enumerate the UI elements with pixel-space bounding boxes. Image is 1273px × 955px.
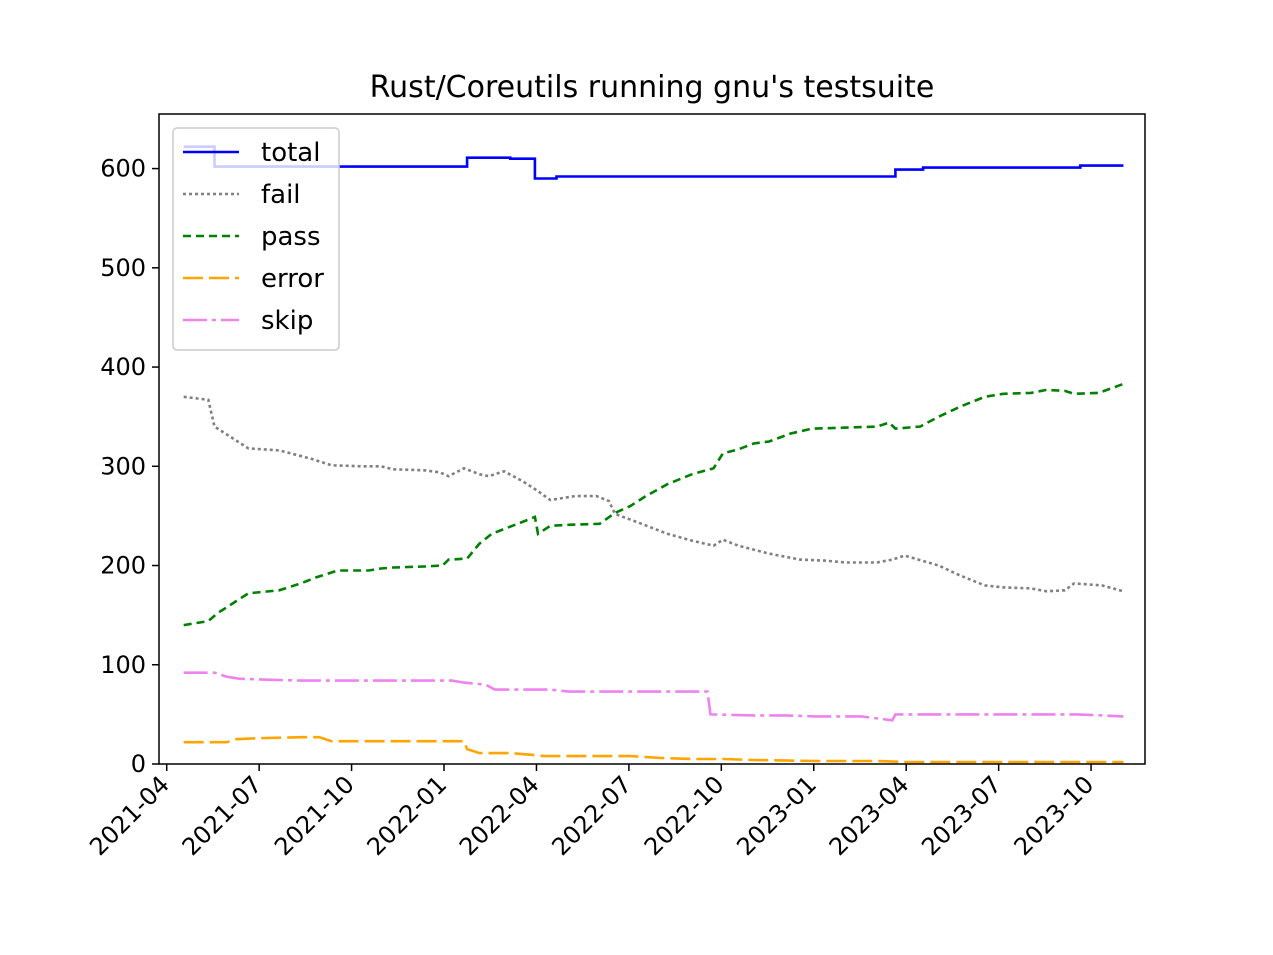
y-tick-label: 0 xyxy=(131,750,146,778)
axes-frame xyxy=(158,113,1146,765)
chart-title: Rust/Coreutils running gnu's testsuite xyxy=(370,70,935,105)
y-tick-label: 600 xyxy=(100,155,146,183)
legend: total fail pass error skip xyxy=(172,127,340,351)
plot-area xyxy=(183,145,1124,764)
y-tick-label: 400 xyxy=(100,353,146,381)
y-tick-label: 300 xyxy=(100,452,146,480)
series-line-total xyxy=(183,145,1124,180)
legend-label-pass: pass xyxy=(261,222,321,252)
legend-label-skip: skip xyxy=(261,306,313,336)
legend-box xyxy=(172,127,340,351)
series-line-error xyxy=(183,735,1124,764)
y-tick-label: 200 xyxy=(100,552,146,580)
legend-label-fail: fail xyxy=(261,180,301,210)
legend-label-total: total xyxy=(261,138,320,168)
series-line-skip xyxy=(183,671,1124,722)
series-line-pass xyxy=(183,382,1124,627)
y-tick-label: 500 xyxy=(100,254,146,282)
y-axis: 0 100 200 300 400 500 600 xyxy=(100,155,159,778)
legend-label-error: error xyxy=(261,264,324,294)
series-line-fail xyxy=(183,395,1124,593)
y-tick-label: 100 xyxy=(100,651,146,679)
